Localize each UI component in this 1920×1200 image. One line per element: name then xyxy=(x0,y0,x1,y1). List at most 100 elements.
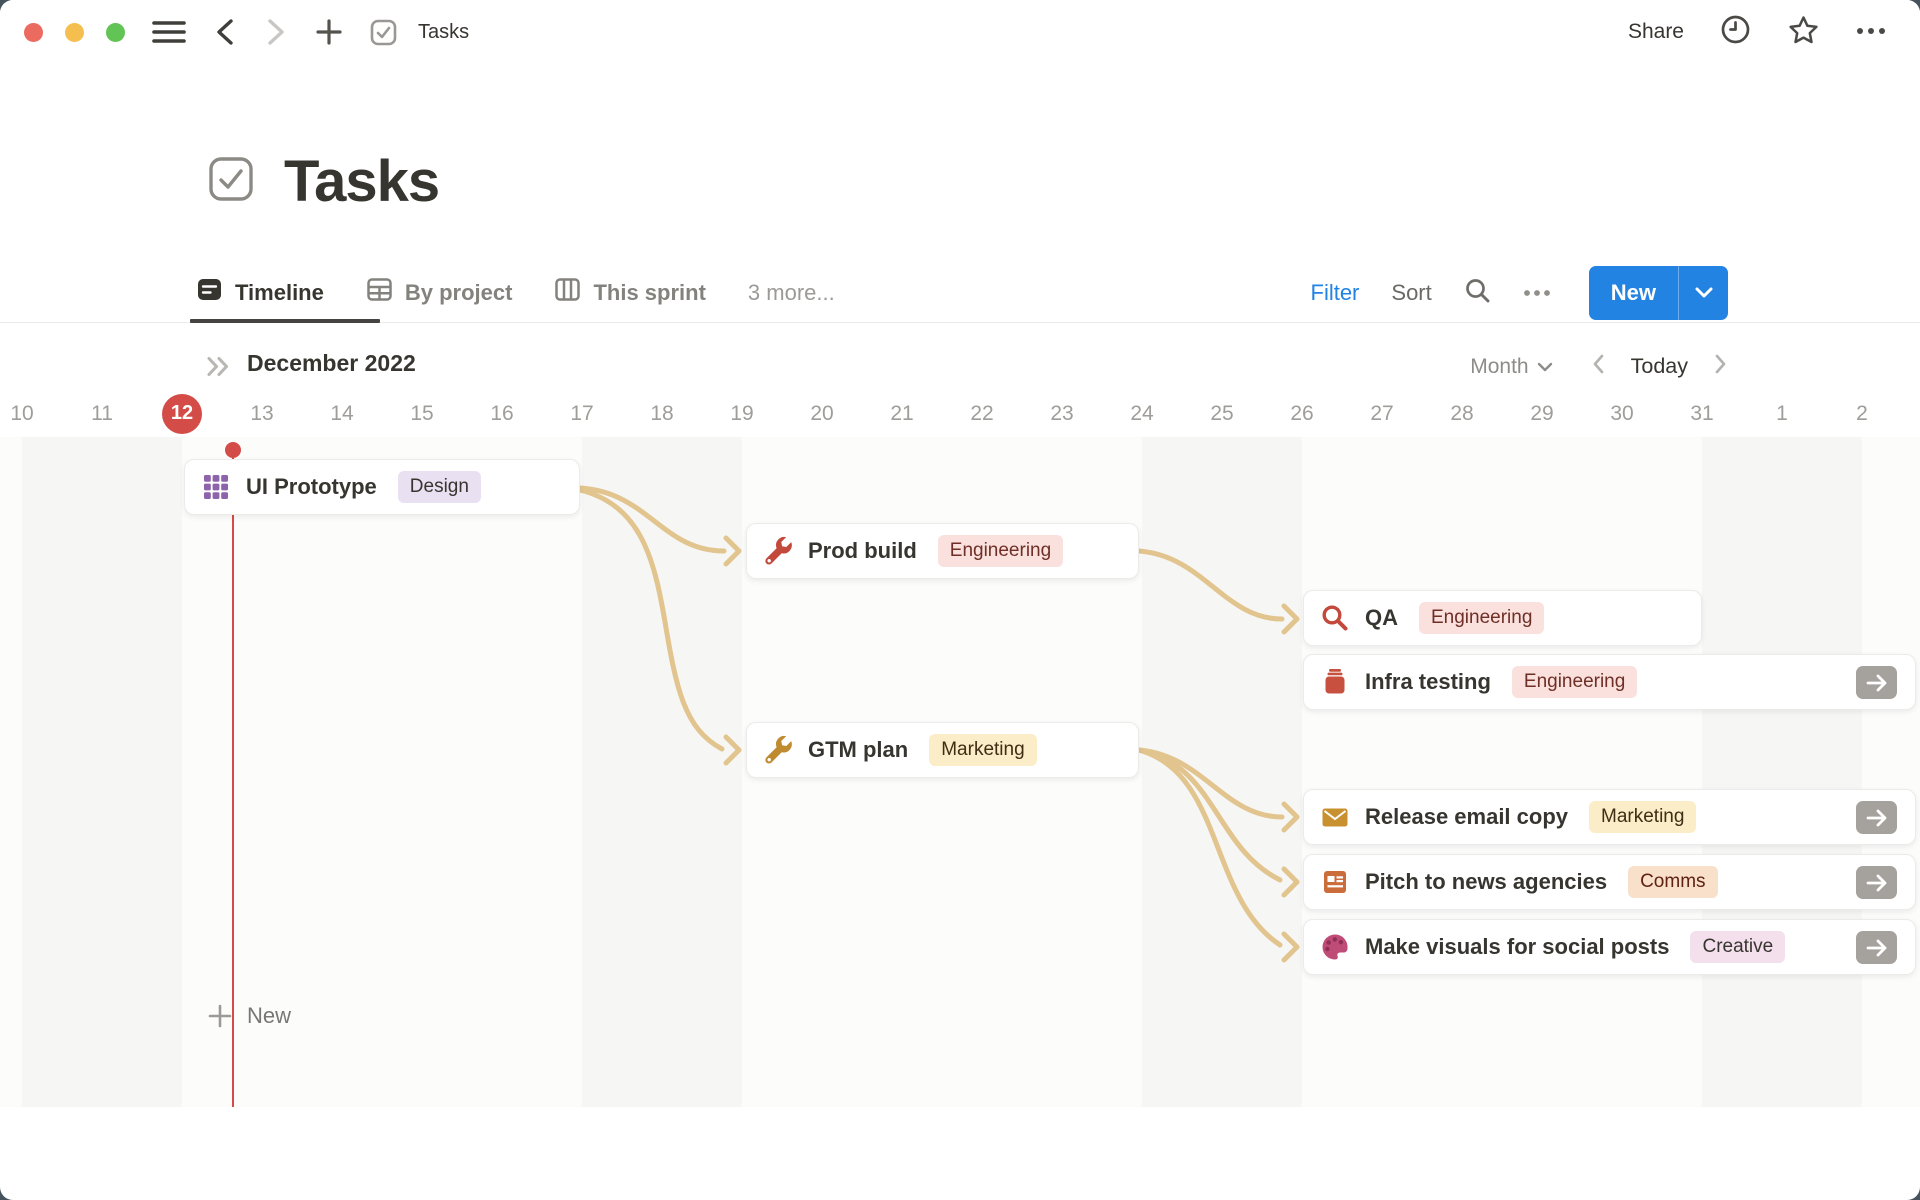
prev-period-icon[interactable] xyxy=(1591,353,1605,380)
date-cell[interactable]: 25 xyxy=(1210,401,1234,425)
tab-overflow[interactable]: 3 more... xyxy=(748,280,835,306)
date-cell[interactable]: 11 xyxy=(91,401,113,425)
task-title: Pitch to news agencies xyxy=(1365,869,1608,894)
date-cell[interactable]: 23 xyxy=(1050,401,1074,425)
tab-label: By project xyxy=(404,279,513,305)
date-row: 10 11 12 13 14 15 16 17 18 19 20 21 22 23 24 25 26 27 28 29… xyxy=(0,390,1902,437)
arrow-right-icon xyxy=(1866,674,1886,691)
date-cell[interactable]: 2 xyxy=(1856,401,1868,425)
chevron-down-icon xyxy=(1537,362,1552,371)
active-tab-underline xyxy=(190,319,380,323)
date-cell[interactable]: 21 xyxy=(890,401,914,425)
task-tag: Engineering xyxy=(1419,602,1545,634)
date-cell[interactable]: 19 xyxy=(730,401,754,425)
breadcrumb-doc-title[interactable]: Tasks xyxy=(418,20,470,43)
newspaper-icon xyxy=(1320,867,1350,897)
date-cell[interactable]: 1 xyxy=(1776,401,1788,425)
date-cell[interactable]: 30 xyxy=(1610,401,1634,425)
date-cell[interactable]: 14 xyxy=(330,401,354,425)
history-clock-icon[interactable] xyxy=(1720,14,1751,50)
today-button[interactable]: Today xyxy=(1630,354,1688,378)
filter-button[interactable]: Filter xyxy=(1310,279,1360,305)
tab-this-sprint[interactable]: This sprint xyxy=(554,276,706,309)
share-button[interactable]: Share xyxy=(1627,20,1684,43)
task-card[interactable]: Release email copy Marketing xyxy=(1303,789,1916,845)
view-options-icon[interactable] xyxy=(1523,284,1551,302)
arrow-right-icon xyxy=(1866,939,1886,956)
sidebar-menu-icon[interactable] xyxy=(152,18,186,46)
new-button[interactable]: New xyxy=(1589,266,1678,320)
task-card[interactable]: GTM plan Marketing xyxy=(746,722,1139,778)
date-cell[interactable]: 22 xyxy=(970,401,994,425)
tab-label: Timeline xyxy=(235,279,324,305)
search-icon[interactable] xyxy=(1464,277,1491,309)
date-cell[interactable]: 16 xyxy=(490,401,514,425)
timeline-zoom-select[interactable]: Month xyxy=(1470,355,1552,379)
task-card[interactable]: QA Engineering xyxy=(1303,590,1702,646)
date-cell[interactable]: 28 xyxy=(1450,401,1474,425)
date-cell[interactable]: 15 xyxy=(410,401,434,425)
date-cell[interactable]: 10 xyxy=(10,401,34,425)
collapse-double-chevron-icon[interactable] xyxy=(205,353,235,385)
task-title: Release email copy xyxy=(1365,804,1569,829)
tab-by-project[interactable]: By project xyxy=(366,276,513,309)
date-cell[interactable]: 26 xyxy=(1290,401,1314,425)
open-task-button[interactable] xyxy=(1856,666,1897,699)
task-card[interactable]: Prod build Engineering xyxy=(746,523,1139,579)
back-icon[interactable] xyxy=(213,17,237,47)
titlebar: Tasks Share xyxy=(0,0,1920,64)
date-cell[interactable]: 20 xyxy=(810,401,834,425)
minimize-window-button[interactable] xyxy=(65,23,84,42)
task-tag: Comms xyxy=(1628,866,1718,898)
date-cell[interactable]: 13 xyxy=(250,401,274,425)
palette-icon xyxy=(1320,932,1350,962)
tab-label: 3 more... xyxy=(747,279,835,305)
date-cell[interactable]: 31 xyxy=(1690,401,1714,425)
arrow-right-icon xyxy=(1866,809,1886,826)
page-title: Tasks xyxy=(284,149,440,214)
open-task-button[interactable] xyxy=(1856,801,1897,834)
weekend-stripe xyxy=(1702,437,1862,1107)
weekend-stripe xyxy=(582,437,742,1107)
sort-button[interactable]: Sort xyxy=(1391,279,1432,305)
tab-timeline[interactable]: Timeline xyxy=(196,276,324,309)
next-period-icon[interactable] xyxy=(1714,353,1728,380)
task-card[interactable]: Infra testing Engineering xyxy=(1303,654,1916,710)
close-window-button[interactable] xyxy=(24,23,43,42)
task-tag: Engineering xyxy=(1511,666,1638,698)
weekend-stripe xyxy=(22,437,182,1107)
toolbox-icon xyxy=(1320,667,1350,697)
open-task-button[interactable] xyxy=(1856,866,1897,899)
new-task-label: New xyxy=(247,1003,292,1028)
task-tag: Marketing xyxy=(929,734,1037,766)
date-cell[interactable]: 29 xyxy=(1530,401,1554,425)
new-page-icon[interactable] xyxy=(315,18,343,46)
date-cell[interactable]: 27 xyxy=(1370,401,1394,425)
view-tab-bar: Timeline By project This sprint 3 more..… xyxy=(0,263,1920,323)
date-cell[interactable]: 17 xyxy=(570,401,594,425)
arrow-right-icon xyxy=(1866,874,1886,891)
new-task-row[interactable]: New xyxy=(208,1003,291,1029)
envelope-icon xyxy=(1320,802,1350,832)
task-card[interactable]: Pitch to news agencies Comms xyxy=(1303,854,1916,910)
date-cell[interactable]: 12 xyxy=(142,390,222,437)
date-cell[interactable]: 24 xyxy=(1130,401,1154,425)
new-dropdown-button[interactable] xyxy=(1678,265,1728,320)
task-tag: Marketing xyxy=(1589,801,1697,833)
task-card[interactable]: Make visuals for social posts Creative xyxy=(1303,919,1916,975)
more-options-icon[interactable] xyxy=(1856,23,1886,41)
today-line xyxy=(232,452,234,1107)
task-tag: Engineering xyxy=(937,535,1064,567)
task-title: Make visuals for social posts xyxy=(1365,934,1670,959)
open-task-button[interactable] xyxy=(1856,931,1897,964)
timeline-canvas[interactable]: UI Prototype Design Prod build Engineeri… xyxy=(0,437,1920,1107)
date-cell[interactable]: 18 xyxy=(650,401,674,425)
zoom-window-button[interactable] xyxy=(106,23,125,42)
today-date-badge[interactable]: 12 xyxy=(162,393,202,434)
forward-icon[interactable] xyxy=(264,17,288,47)
magnifier-icon xyxy=(1320,603,1350,633)
timeline-period-label: December 2022 xyxy=(247,350,416,376)
favorite-star-icon[interactable] xyxy=(1787,14,1820,51)
task-card[interactable]: UI Prototype Design xyxy=(184,459,580,515)
